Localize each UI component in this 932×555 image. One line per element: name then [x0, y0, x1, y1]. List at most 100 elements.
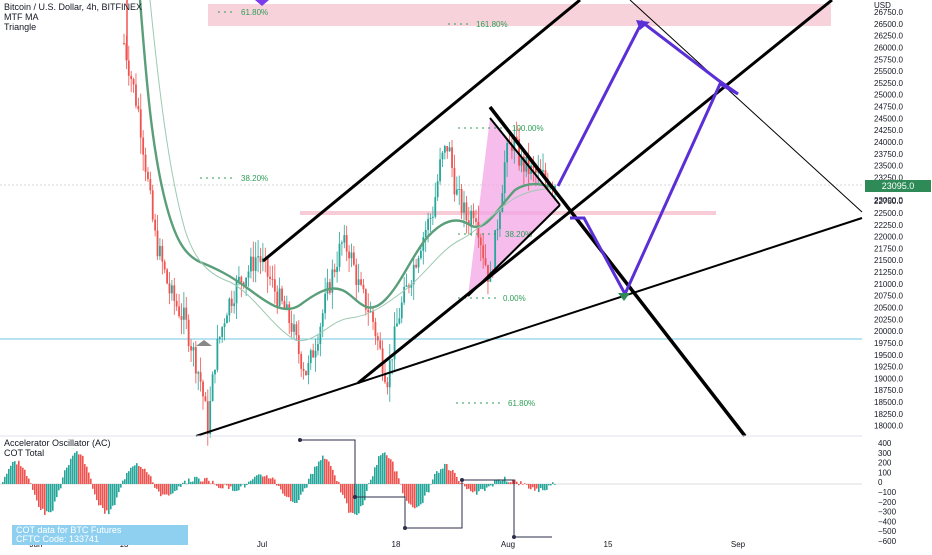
price-tick-label: 26000.0: [874, 43, 903, 52]
candle-body: [544, 170, 547, 179]
osc-bar: [498, 479, 500, 484]
osc-bar: [340, 484, 342, 493]
candle-body: [451, 147, 453, 168]
candle-body: [137, 105, 140, 110]
candle-body: [412, 264, 415, 285]
triangle-pattern: [468, 118, 560, 296]
pivot-marker: [196, 340, 212, 346]
osc-bar: [62, 477, 64, 484]
candle-body: [329, 282, 331, 293]
osc-bar: [28, 478, 30, 484]
candle-body: [499, 212, 501, 230]
osc-bar: [406, 484, 408, 501]
osc-bar: [198, 478, 200, 484]
candle-body: [317, 344, 319, 351]
projection-path[interactable]: [556, 19, 739, 298]
candle-body: [285, 304, 288, 310]
osc-bar: [456, 476, 458, 484]
osc-bar: [124, 479, 126, 484]
candle-body: [429, 217, 432, 219]
osc-bar: [450, 470, 452, 484]
osc-bar: [286, 484, 288, 497]
price-tick-label: 22000.0: [874, 233, 903, 242]
osc-bar: [12, 461, 14, 484]
channel-upper-line: [262, 0, 581, 263]
price-tick-label: 25000.0: [874, 91, 903, 100]
osc-bar: [354, 484, 356, 515]
candle-body: [326, 282, 329, 294]
oscillator-title[interactable]: Accelerator Oscillator (AC): [4, 438, 111, 448]
candle-body: [338, 243, 341, 267]
osc-bar: [178, 484, 180, 487]
candle-body: [424, 229, 427, 238]
osc-bar: [460, 483, 462, 484]
osc-bar: [206, 477, 208, 484]
cot-total-title[interactable]: COT Total: [4, 448, 45, 458]
osc-bar: [486, 484, 488, 488]
osc-bar: [310, 473, 312, 484]
osc-bar: [36, 484, 38, 501]
osc-bar: [108, 484, 110, 515]
osc-bar: [48, 484, 50, 513]
osc-bar: [40, 484, 42, 511]
osc-bar: [272, 477, 274, 484]
osc-bar: [446, 464, 448, 484]
candle-body: [300, 354, 303, 369]
osc-bar: [520, 481, 522, 484]
osc-bar: [370, 479, 372, 484]
cot-markers: [298, 438, 516, 539]
osc-bar: [46, 484, 48, 512]
price-tick-label: 26500.0: [874, 20, 903, 29]
candle-body: [293, 324, 295, 332]
price-tick-label: 20000.0: [874, 327, 903, 336]
osc-bar: [212, 480, 214, 484]
osc-bar: [258, 474, 260, 484]
osc-bar: [32, 484, 34, 490]
osc-bar: [174, 484, 176, 491]
osc-bar: [70, 458, 72, 484]
trend-lines[interactable]: [195, 0, 863, 438]
candle-body: [185, 307, 188, 320]
osc-bar: [208, 480, 210, 484]
candle-body: [190, 346, 192, 351]
candle-body: [214, 369, 216, 375]
time-tick-label: Jul: [257, 540, 267, 549]
candle-body: [238, 276, 240, 281]
candle-body: [360, 279, 362, 285]
osc-tick-label: −100: [878, 488, 897, 497]
osc-bar: [210, 483, 212, 484]
osc-tick-label: −300: [878, 508, 897, 517]
candle-body: [479, 237, 482, 246]
candle-body: [439, 159, 441, 182]
osc-bar: [382, 453, 384, 484]
cot-total-line[interactable]: [300, 439, 552, 538]
symbol-title[interactable]: Bitcoin / U.S. Dollar, 4h, BITFINEX: [4, 2, 143, 12]
osc-bar: [294, 484, 296, 503]
price-tick-label: 20250.0: [874, 315, 903, 324]
candle-body: [245, 277, 248, 287]
candle-body: [372, 310, 374, 322]
candle-body: [331, 269, 334, 293]
candle-body: [180, 316, 183, 320]
osc-bar: [100, 484, 102, 506]
candle-body: [518, 139, 520, 166]
oscillator-legend: Accelerator Oscillator (AC) COT Total: [4, 438, 111, 458]
candle-body: [463, 202, 465, 213]
price-axis[interactable]: 26750.0 26500.0 26250.0 26000.0 25750.0 25500…: [874, 8, 903, 431]
indicator-triangle[interactable]: Triangle: [4, 22, 37, 32]
candle-body: [388, 360, 391, 388]
candle-body: [233, 303, 236, 307]
osc-bar: [42, 484, 44, 509]
candle-body: [436, 181, 439, 198]
osc-bar: [102, 484, 104, 508]
osc-bar: [300, 484, 302, 495]
osc-bar: [104, 484, 106, 514]
indicator-mtf-ma[interactable]: MTF MA: [4, 12, 39, 22]
fib-levels: [200, 11, 506, 404]
candle-body: [173, 285, 176, 301]
osc-bar: [142, 468, 144, 484]
osc-bar: [342, 484, 344, 495]
osc-bar: [166, 484, 168, 495]
